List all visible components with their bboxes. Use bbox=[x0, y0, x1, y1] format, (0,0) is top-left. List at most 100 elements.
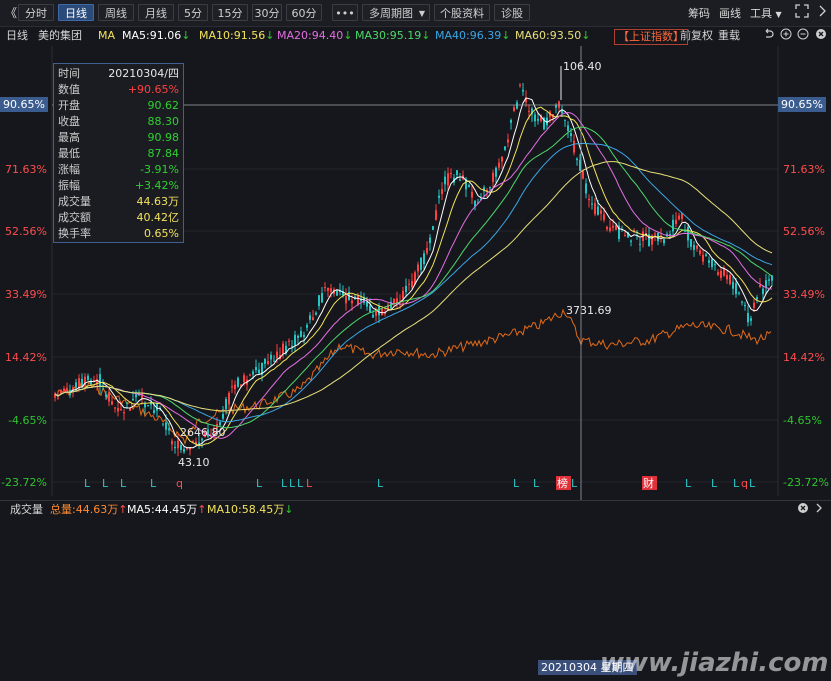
candle-body bbox=[291, 345, 293, 347]
ma30-value: MA30:95.19↓ bbox=[355, 29, 431, 42]
candle-body bbox=[435, 210, 437, 220]
reload-button[interactable]: 重载 bbox=[718, 29, 740, 42]
candle-body bbox=[189, 447, 191, 450]
candle-body bbox=[207, 429, 209, 437]
candle-body bbox=[180, 444, 182, 450]
ma30-line bbox=[54, 126, 773, 429]
event-marker: L bbox=[102, 477, 109, 490]
candle-body bbox=[204, 433, 206, 438]
undo-icon[interactable] bbox=[762, 28, 774, 46]
candle-body bbox=[303, 334, 305, 337]
candle-body bbox=[162, 423, 164, 425]
candle-body bbox=[711, 259, 713, 268]
price-tick-left: -4.65% bbox=[8, 414, 47, 427]
candle-body bbox=[612, 225, 614, 228]
info-row: 振幅 +3.42% bbox=[58, 178, 179, 194]
crosshair-price-left: 90.65% bbox=[0, 97, 48, 112]
candle-body bbox=[609, 227, 611, 232]
chips-button[interactable]: 筹码 bbox=[688, 7, 710, 20]
candle-body bbox=[378, 306, 380, 316]
candle-body bbox=[438, 195, 440, 198]
period-tab[interactable]: 30分 bbox=[252, 4, 282, 21]
period-tab[interactable]: 分时 bbox=[18, 4, 54, 21]
diagnose-button[interactable]: 诊股 bbox=[494, 4, 530, 21]
close-volume-icon[interactable] bbox=[797, 502, 809, 520]
candle-body bbox=[564, 119, 566, 121]
price-tick-right: -4.65% bbox=[783, 414, 822, 427]
index-line bbox=[54, 308, 772, 445]
event-marker: L bbox=[513, 477, 520, 490]
multi-period-dropdown[interactable]: 多周期图 ▼ bbox=[362, 4, 430, 21]
period-tab[interactable]: 月线 bbox=[138, 4, 174, 21]
top-toolbar: 《 分时 日线 周线 月线 5分 15分 30分 60分 ••• 多周期图 ▼ 个股资料 诊股… bbox=[0, 0, 831, 27]
zoom-in-icon[interactable] bbox=[780, 28, 792, 46]
chevron-right-icon[interactable] bbox=[815, 502, 825, 520]
stock-name: 美的集团 bbox=[38, 29, 82, 42]
candle-body bbox=[324, 287, 326, 289]
candle-body bbox=[186, 448, 188, 450]
chevron-down-icon: ▼ bbox=[775, 10, 782, 19]
index-badge[interactable]: 【上证指数】 bbox=[614, 29, 688, 45]
fullscreen-icon[interactable] bbox=[795, 4, 809, 21]
info-box: 时间 20210304/四 数值 +90.65% 开盘 90.62 收盘 88.30 最高 90.… bbox=[53, 63, 184, 243]
candle-body bbox=[150, 402, 152, 405]
candle-body bbox=[603, 214, 605, 220]
info-row: 涨幅 -3.91% bbox=[58, 162, 179, 178]
info-value: -3.91% bbox=[140, 163, 179, 176]
candle-body bbox=[315, 312, 317, 315]
candle-body bbox=[123, 412, 125, 414]
adjust-button[interactable]: 前复权 bbox=[680, 29, 713, 42]
period-tab[interactable]: 周线 bbox=[98, 4, 134, 21]
chevron-right-icon[interactable] bbox=[818, 4, 828, 21]
candle-body bbox=[183, 448, 185, 452]
candle-body bbox=[546, 117, 548, 126]
volume-total: 总量:44.63万↑ bbox=[50, 503, 128, 516]
candle-body bbox=[417, 264, 419, 272]
candle-body bbox=[243, 375, 245, 383]
more-button[interactable]: ••• bbox=[332, 4, 358, 21]
candle-body bbox=[318, 295, 320, 307]
multi-period-label: 多周期图 bbox=[369, 7, 413, 20]
event-marker: L bbox=[120, 477, 127, 490]
close-icon[interactable] bbox=[815, 28, 827, 46]
ma5-value: MA5:91.06↓ bbox=[122, 29, 191, 42]
candle-body bbox=[450, 173, 452, 175]
candle-body bbox=[510, 119, 512, 123]
candle-body bbox=[675, 219, 677, 225]
candle-body bbox=[663, 239, 665, 244]
stock-info-button[interactable]: 个股资料 bbox=[434, 4, 490, 21]
event-marker: L bbox=[150, 477, 157, 490]
back-icon[interactable]: 《 bbox=[5, 6, 18, 20]
candle-body bbox=[504, 146, 506, 150]
candle-body bbox=[231, 386, 233, 388]
crosshair-price-right: 90.65% bbox=[778, 97, 826, 112]
candle-body bbox=[330, 288, 332, 292]
candle-body bbox=[120, 409, 122, 411]
candle-body bbox=[135, 394, 137, 398]
period-tab[interactable]: 60分 bbox=[286, 4, 322, 21]
candle-body bbox=[522, 89, 524, 92]
event-marker: L bbox=[711, 477, 718, 490]
ma-label[interactable]: MA bbox=[98, 29, 116, 42]
event-badge: 榜 bbox=[557, 476, 568, 490]
candle-body bbox=[702, 254, 704, 262]
candle-body bbox=[423, 253, 425, 265]
period-tab[interactable]: 15分 bbox=[212, 4, 248, 21]
candle-body bbox=[237, 377, 239, 387]
candle-body bbox=[756, 297, 758, 300]
tools-dropdown[interactable]: 工具 ▼ bbox=[750, 5, 782, 21]
info-key: 成交额 bbox=[58, 211, 91, 224]
zoom-out-icon[interactable] bbox=[797, 28, 809, 46]
candle-body bbox=[366, 302, 368, 307]
candle-body bbox=[762, 288, 764, 294]
candle-body bbox=[747, 312, 749, 323]
candle-body bbox=[501, 157, 503, 162]
ma5-line bbox=[54, 97, 773, 449]
candle-body bbox=[534, 114, 536, 122]
draw-line-button[interactable]: 画线 bbox=[719, 7, 741, 20]
price-tick-right: -23.72% bbox=[783, 476, 829, 489]
period-tab[interactable]: 5分 bbox=[178, 4, 208, 21]
candle-body bbox=[456, 170, 458, 175]
period-tab[interactable]: 日线 bbox=[58, 4, 94, 21]
price-tick-right: 71.63% bbox=[783, 163, 825, 176]
